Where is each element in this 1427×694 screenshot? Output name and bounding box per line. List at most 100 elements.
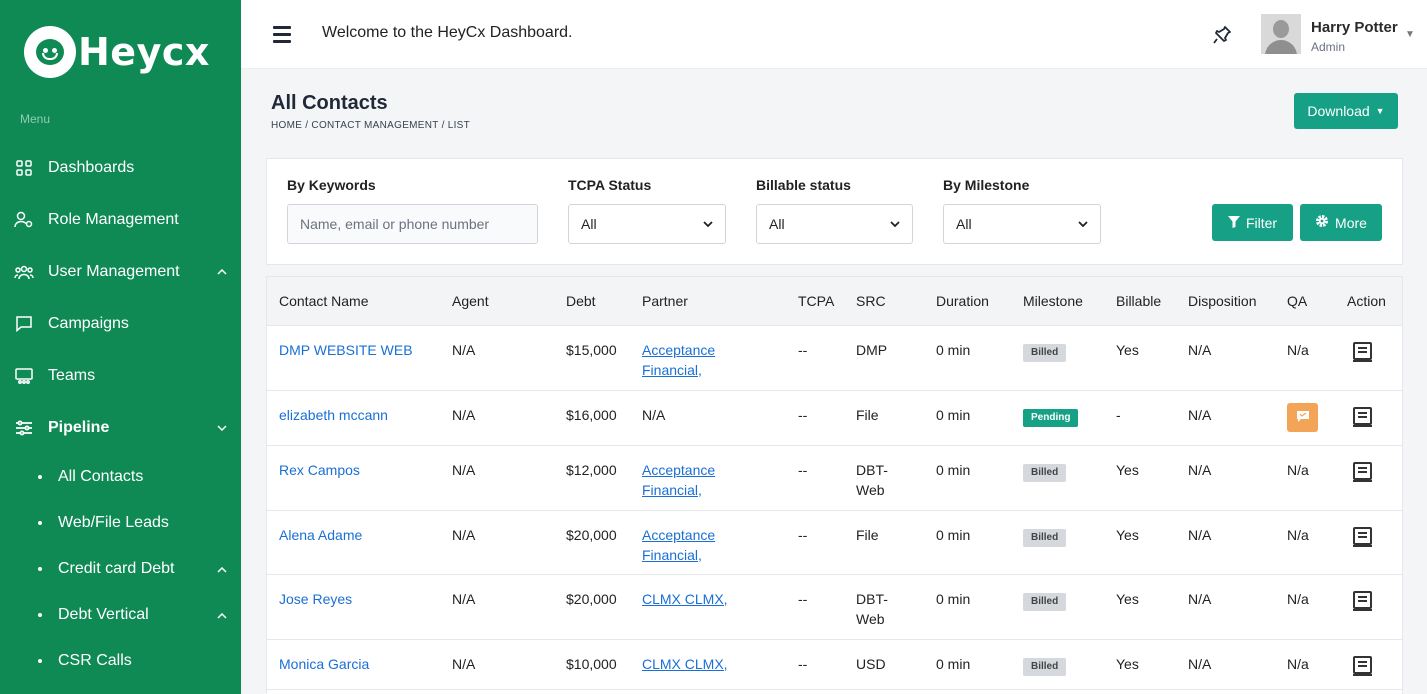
caret-down-icon[interactable]: ▼ [1405, 29, 1415, 40]
sidebar-subitem-label: Web/File Leads [58, 514, 169, 531]
sidebar-subitem-csr-calls[interactable]: CSR Calls [0, 638, 241, 684]
caret-down-icon: ▼ [1375, 106, 1385, 116]
milestone-value: All [956, 216, 972, 232]
contacts-table: Contact Name Agent Debt Partner TCPA SRC… [267, 277, 1402, 690]
sidebar-subitem-credit-card-debt[interactable]: Credit card Debt [0, 546, 241, 592]
partner-link[interactable]: CLMX CLMX, [642, 655, 728, 672]
status-badge: Billed [1023, 592, 1067, 611]
col-tcpa[interactable]: TCPA [786, 277, 844, 326]
qa-cell: N/a [1275, 639, 1335, 690]
sidebar-item-dashboards[interactable]: Dashboards [0, 142, 241, 194]
partner-cell: CLMX CLMX, [630, 639, 786, 690]
table-row: Monica Garcia N/A $10,000 CLMX CLMX, -- … [267, 639, 1402, 690]
agent-cell: N/A [440, 390, 554, 446]
action-cell [1335, 445, 1402, 511]
col-disposition[interactable]: Disposition [1176, 277, 1275, 326]
milestone-cell: Billed [1011, 510, 1104, 575]
hamburger-menu-icon[interactable] [273, 26, 291, 43]
keyword-search-input[interactable] [287, 204, 538, 244]
col-agent[interactable]: Agent [440, 277, 554, 326]
notification-bell-icon[interactable] [1211, 24, 1233, 46]
milestone-label: By Milestone [943, 177, 1030, 193]
bullet-dot [38, 659, 42, 663]
partner-link[interactable]: CLMX CLMX, [642, 590, 728, 607]
partner-line: Acceptance [642, 461, 716, 478]
notes-action-icon[interactable] [1353, 590, 1372, 611]
sidebar-item-role-management[interactable]: Role Management [0, 194, 241, 246]
duration-cell: 0 min [924, 574, 1011, 640]
billable-cell: Yes [1104, 445, 1176, 511]
user-name[interactable]: Harry Potter [1311, 19, 1398, 36]
col-duration[interactable]: Duration [924, 277, 1011, 326]
col-contact-name[interactable]: Contact Name [267, 277, 440, 326]
col-debt[interactable]: Debt [554, 277, 630, 326]
sidebar-item-pipeline[interactable]: Pipeline [0, 402, 241, 454]
chevron-down-icon [890, 219, 900, 230]
chevron-up-icon [217, 264, 227, 278]
col-action: Action [1335, 277, 1402, 326]
qa-comment-button[interactable] [1287, 402, 1318, 432]
users-icon [14, 262, 34, 282]
src-cell: DBT- Web [844, 445, 924, 511]
contact-name-link[interactable]: elizabeth mccann [267, 390, 440, 446]
milestone-select[interactable]: All [943, 204, 1101, 244]
notes-action-icon[interactable] [1353, 461, 1372, 482]
sidebar-item-label: Dashboards [48, 159, 135, 176]
milestone-cell: Billed [1011, 574, 1104, 640]
partner-link[interactable]: Acceptance Financial, [642, 462, 715, 498]
src-line: DBT- [856, 590, 888, 607]
sidebar-item-campaigns[interactable]: Campaigns [0, 298, 241, 350]
filter-button[interactable]: Filter [1212, 204, 1293, 241]
notes-action-icon[interactable] [1353, 526, 1372, 547]
notes-action-icon[interactable] [1353, 341, 1372, 362]
contact-name-link[interactable]: Monica Garcia [267, 639, 440, 690]
partner-cell: Acceptance Financial, [630, 510, 786, 575]
avatar[interactable] [1261, 14, 1301, 54]
duration-cell: 0 min [924, 445, 1011, 511]
qa-cell [1275, 390, 1335, 446]
duration-cell: 0 min [924, 390, 1011, 446]
col-partner[interactable]: Partner [630, 277, 786, 326]
sidebar-item-user-management[interactable]: User Management [0, 246, 241, 298]
table-row: Rex Campos N/A $12,000 Acceptance Financi… [267, 445, 1402, 511]
contact-name-link[interactable]: Rex Campos [267, 445, 440, 511]
contact-name-link[interactable]: DMP WEBSITE WEB [267, 325, 440, 391]
partner-link[interactable]: Acceptance Financial, [642, 527, 715, 563]
menu-label: Menu [20, 112, 51, 126]
notes-action-icon[interactable] [1353, 655, 1372, 676]
sidebar-item-teams[interactable]: Teams [0, 350, 241, 402]
more-button[interactable]: More [1300, 204, 1382, 241]
debt-cell: $20,000 [554, 574, 630, 640]
download-button[interactable]: Download ▼ [1294, 93, 1398, 129]
table-row: Jose Reyes N/A $20,000 CLMX CLMX, -- DBT… [267, 574, 1402, 640]
table-row: DMP WEBSITE WEB N/A $15,000 Acceptance Fi… [267, 325, 1402, 391]
sidebar: Heycx Menu Dashboards Role Management Us… [0, 0, 241, 694]
disposition-cell: N/A [1176, 574, 1275, 640]
contact-name-link[interactable]: Alena Adame [267, 510, 440, 575]
col-milestone[interactable]: Milestone [1011, 277, 1104, 326]
milestone-cell: Pending [1011, 390, 1104, 446]
status-badge: Billed [1023, 657, 1067, 676]
src-line: DBT- [856, 461, 888, 478]
col-billable[interactable]: Billable [1104, 277, 1176, 326]
action-cell [1335, 390, 1402, 446]
billable-status-select[interactable]: All [756, 204, 913, 244]
contacts-table-card: Contact Name Agent Debt Partner TCPA SRC… [266, 276, 1403, 694]
sidebar-subitem-web-file-leads[interactable]: Web/File Leads [0, 500, 241, 546]
sidebar-subitem-all-contacts[interactable]: All Contacts [0, 454, 241, 500]
agent-cell: N/A [440, 445, 554, 511]
contact-name-link[interactable]: Jose Reyes [267, 574, 440, 640]
sidebar-subitem-debt-vertical[interactable]: Debt Vertical [0, 592, 241, 638]
tcpa-status-select[interactable]: All [568, 204, 726, 244]
duration-cell: 0 min [924, 639, 1011, 690]
agent-cell: N/A [440, 574, 554, 640]
partner-line: Acceptance [642, 526, 716, 543]
brand-logo[interactable]: Heycx [24, 26, 210, 78]
notes-action-icon[interactable] [1353, 406, 1372, 427]
partner-line: Acceptance [642, 341, 716, 358]
duration-cell: 0 min [924, 510, 1011, 575]
billable-cell: Yes [1104, 325, 1176, 391]
col-src[interactable]: SRC [844, 277, 924, 326]
partner-link[interactable]: Acceptance Financial, [642, 342, 715, 378]
col-qa[interactable]: QA [1275, 277, 1335, 326]
